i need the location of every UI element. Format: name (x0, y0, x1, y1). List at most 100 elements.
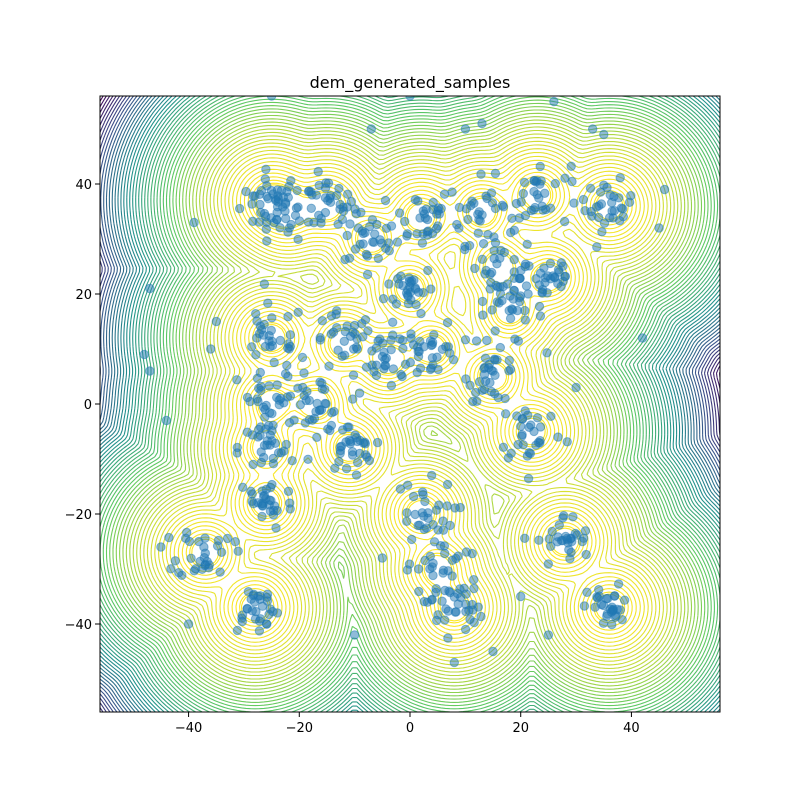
contour-line (102, 96, 712, 710)
sample-point (438, 568, 448, 578)
sample-point (447, 555, 457, 565)
sample-point (251, 309, 261, 319)
sample-point (321, 178, 331, 188)
sample-point (546, 411, 556, 421)
contour-line (100, 96, 720, 712)
sample-point (519, 177, 530, 188)
contour-line (100, 96, 720, 712)
sample-point (498, 202, 509, 212)
sample-point (442, 501, 452, 511)
sample-point (261, 164, 271, 175)
sample-point (582, 587, 592, 597)
sample-point (283, 339, 294, 349)
contour-line (100, 96, 720, 712)
contour-line (100, 96, 720, 712)
sample-point (523, 473, 534, 484)
sample-point (607, 206, 617, 216)
sample-point (529, 176, 539, 186)
sample-point (578, 194, 589, 205)
sample-point (568, 512, 578, 522)
sample-point (626, 191, 636, 201)
contour-line (122, 112, 693, 690)
sample-point (255, 321, 266, 331)
sample-point (534, 301, 545, 312)
contour-line (154, 144, 661, 659)
contour-line (100, 96, 720, 712)
sample-point (532, 413, 543, 423)
sample-point (251, 606, 261, 617)
contour-line (100, 96, 720, 712)
sample-point (398, 343, 408, 354)
sample-point (465, 380, 475, 390)
sample-point (490, 238, 501, 248)
sample-point (315, 405, 325, 415)
sample-point (400, 216, 410, 227)
sample-point (549, 96, 559, 107)
sample-point (514, 273, 524, 284)
sample-point (283, 227, 293, 237)
sample-point (402, 231, 412, 241)
sample-point (253, 396, 263, 407)
sample-point (412, 229, 422, 239)
sample-point (442, 479, 453, 490)
sample-point (479, 363, 489, 374)
sample-point (316, 218, 326, 228)
sample-point (521, 281, 532, 291)
sample-point (380, 195, 391, 206)
sample-point (351, 470, 362, 480)
sample-point (349, 630, 360, 640)
sample-point (509, 254, 519, 265)
sample-point (232, 448, 242, 458)
sample-point (516, 591, 526, 602)
sample-point (498, 442, 509, 452)
sample-point (183, 619, 194, 629)
sample-point (406, 295, 416, 305)
sample-point (535, 311, 546, 321)
sample-point (495, 253, 505, 263)
sample-point (343, 189, 353, 199)
sample-point (378, 294, 389, 304)
sample-point (284, 418, 295, 428)
contour-line (100, 96, 720, 712)
sample-point (607, 619, 617, 630)
sample-point (592, 242, 602, 252)
sample-point (559, 216, 570, 227)
sample-point (388, 330, 398, 340)
sample-point (599, 218, 610, 228)
sample-point (326, 311, 337, 321)
sample-point (372, 437, 383, 448)
sample-point (145, 366, 155, 376)
sample-point (559, 511, 569, 521)
contour-layer (100, 96, 720, 712)
sample-point (242, 603, 252, 614)
sample-point (340, 350, 350, 360)
sample-point (423, 508, 433, 518)
sample-point (235, 203, 245, 214)
contour-line (119, 109, 696, 694)
sample-point (500, 409, 511, 419)
sample-point (569, 198, 579, 208)
sample-point (580, 206, 590, 216)
sample-point (414, 586, 424, 597)
sample-point (189, 566, 200, 576)
sample-point (607, 197, 617, 208)
sample-point (420, 496, 430, 507)
sample-point (505, 364, 516, 375)
sample-point (478, 239, 489, 249)
sample-point (256, 385, 266, 396)
contour-line (100, 96, 715, 712)
sample-point (465, 614, 475, 625)
sample-point (520, 533, 530, 543)
x-tick-label: 0 (406, 721, 414, 736)
sample-point (464, 605, 474, 616)
sample-point (278, 202, 288, 212)
sample-point (543, 630, 554, 640)
sample-point (410, 284, 421, 294)
sample-point (348, 370, 359, 380)
sample-point (504, 355, 514, 366)
sample-point (437, 344, 448, 354)
sample-point (537, 201, 547, 211)
sample-point (472, 396, 482, 406)
